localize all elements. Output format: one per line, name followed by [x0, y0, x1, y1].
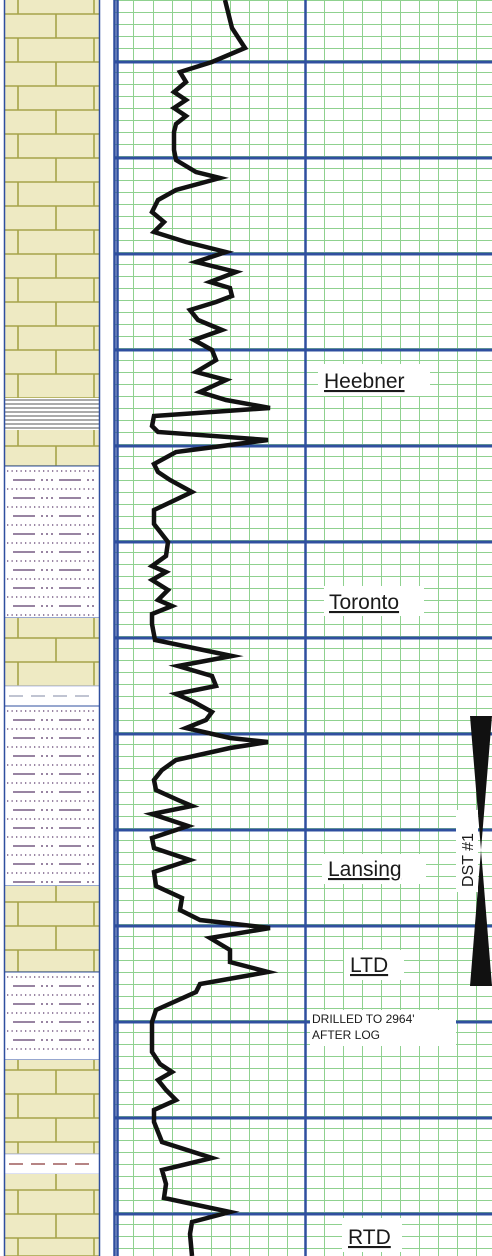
- log-curve: [143, 0, 279, 1256]
- drilled-note-line-1: DRILLED TO 2964': [312, 1012, 415, 1026]
- track-grid: [113, 0, 492, 1256]
- shaly-sand-bed: [5, 466, 99, 618]
- shale-bed: [5, 686, 99, 706]
- lithology-column: [5, 0, 99, 1256]
- limestone-bed: [5, 0, 99, 398]
- dst-interval-marker-lower: [470, 850, 492, 986]
- formation-label-toronto: Toronto: [329, 591, 399, 614]
- limestone-bed: [5, 618, 99, 686]
- shaly-sand-bed: [5, 972, 99, 1060]
- dst-interval-marker: [470, 716, 492, 850]
- formation-label-rtd: RTD: [348, 1226, 391, 1249]
- lansing-label-bg: [322, 854, 426, 884]
- dst-label-bg: [456, 810, 478, 892]
- limestone-bed: [5, 1060, 99, 1154]
- drilled-note-line-2: AFTER LOG: [312, 1028, 380, 1042]
- formation-label-heebner: Heebner: [324, 370, 405, 393]
- heebner-label-bg: [318, 364, 430, 396]
- shaly-sand-bed: [5, 706, 99, 886]
- dst-label: DST #1: [460, 833, 477, 887]
- ltd-label-bg: [344, 950, 404, 980]
- toronto-label-bg: [324, 586, 424, 616]
- shale-bed: [5, 1154, 99, 1174]
- shale-bedded-bed: [5, 398, 99, 430]
- limestone-bed: [5, 886, 99, 972]
- rtd-label-bg: [342, 1218, 402, 1252]
- formation-label-lansing: Lansing: [328, 858, 402, 881]
- limestone-bed: [5, 1174, 99, 1256]
- formation-label-ltd: LTD: [350, 954, 388, 977]
- limestone-bed: [5, 430, 99, 466]
- drilled-note-bg: [310, 1010, 456, 1046]
